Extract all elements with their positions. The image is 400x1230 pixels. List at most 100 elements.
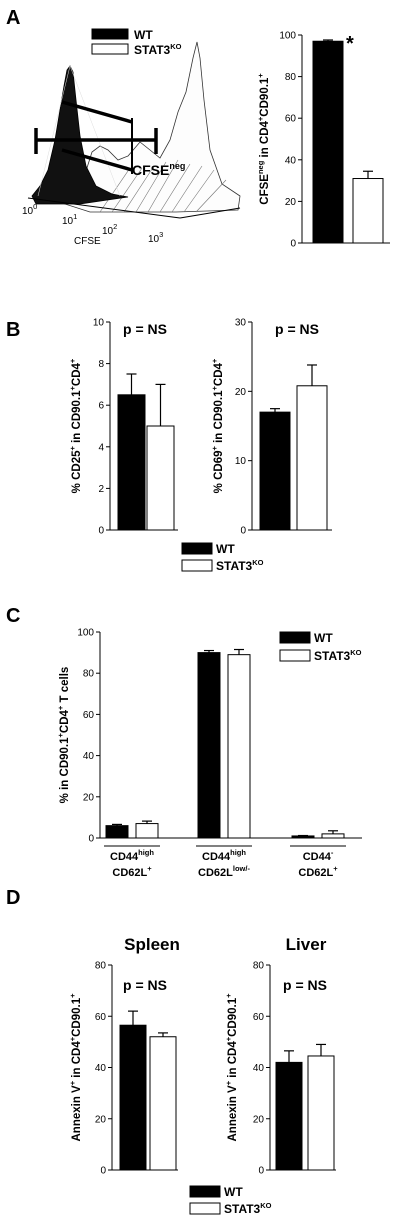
histogram-xtick-1: 101 [62,212,77,227]
y-tick-label: 20 [253,1114,265,1125]
legend-c-ko-swatch [279,649,311,662]
chart-d-spleen: 0 20 40 60 80 Annexin V+ in CD4+CD90.1+ p = NS… [68,935,180,1177]
chart-c: 020406080100CD44highCD62L+CD44highCD62Ll… [56,628,362,879]
histogram-legend-wt-label: WT [134,28,153,42]
bar-stat3ko [321,833,345,839]
y-tick-label: 0 [88,834,94,845]
bar-wt [259,411,291,531]
histogram-xtick-3: 103 [148,230,163,245]
cfse-histogram: CFSEneg 100 101 102 103 CFSE WT STAT3KO [22,28,241,247]
histogram-xtick-2: 102 [102,222,117,237]
legend-d-ko-label: STAT3KO [224,1201,272,1216]
histogram-ko-trace [39,41,241,213]
y-tick-label: 40 [95,1063,107,1074]
bar-wt [291,835,315,839]
chart-a: 0 20 40 60 80 100 CFSEneg in CD4+CD90.1+ * [256,31,390,250]
legend-d-wt-label: WT [224,1185,243,1199]
y-tick-label: 0 [100,1166,106,1177]
legend-b-ko-label: STAT3KO [216,558,264,573]
histogram-xlabel: CFSE [74,236,101,247]
y-tick-label: 0 [290,239,296,250]
y-tick-label: 20 [83,792,95,803]
y-tick-label: 20 [285,197,297,208]
y-tick-label: 0 [258,1166,264,1177]
bar-wt [275,1061,303,1171]
panel-label-a: A [6,7,20,29]
y-tick-label: 8 [98,359,104,370]
legend-c: WT STAT3KO [279,631,362,663]
histogram-legend-ko-label: STAT3KO [134,42,182,57]
histogram-legend-ko-swatch [91,43,129,55]
y-tick-label: 60 [95,1012,107,1023]
chart-d-liver: 0 20 40 60 80 Annexin V+ in CD4+CD90.1+ p = NS… [224,935,336,1177]
y-tick-label: 80 [83,669,95,680]
legend-b: WT STAT3KO [181,542,264,573]
cfse-neg-gate [34,100,158,174]
y-tick-label: 6 [98,401,104,412]
histogram-xtick-0: 100 [22,202,37,217]
y-tick-label: 0 [98,526,104,537]
y-tick-label: 80 [253,961,265,972]
legend-b-wt-swatch [181,542,213,555]
legend-b-wt-label: WT [216,542,235,556]
category-label-line1: CD44- [303,848,334,863]
bar-wt [119,1024,147,1171]
y-tick-label: 80 [95,961,107,972]
panel-label-b: B [6,319,20,341]
category-label-line2: CD62L+ [112,864,152,879]
y-tick-label: 10 [235,456,247,467]
p-value-label: p = NS [283,977,327,993]
legend-d-ko-swatch [189,1202,221,1215]
bar-wt [312,40,344,244]
category-label-line2: CD62L+ [298,864,338,879]
y-tick-label: 40 [83,751,95,762]
category-label-line1: CD44high [110,848,154,863]
panel-label-d: D [6,887,20,909]
y-tick-label: 30 [235,318,247,329]
legend-c-wt-label: WT [314,631,333,645]
panel-label-c: C [6,605,20,627]
y-tick-label: 20 [235,387,247,398]
legend-c-wt-swatch [279,631,311,644]
p-value-label: p = NS [123,321,167,337]
p-value-label: p = NS [275,321,319,337]
y-tick-label: 4 [98,442,104,453]
y-tick-label: 60 [253,1012,265,1023]
category-label-line1: CD44high [202,848,246,863]
y-tick-label: 100 [279,31,296,42]
y-tick-label: 100 [77,628,94,639]
histogram-baseline [27,197,181,219]
y-tick-label: 40 [253,1063,265,1074]
chart-b-cd69: 0 10 20 30 % CD69+ in CD90.1+CD4+ p = NS [210,318,332,537]
bar-stat3ko [296,385,328,531]
bar-stat3ko [352,178,384,244]
legend-d: WT STAT3KO [189,1185,272,1216]
histogram-hatching [99,159,227,213]
y-axis-label: % CD25+ in CD90.1+CD4+ [68,358,83,493]
histogram-legend-wt-swatch [91,28,129,40]
y-axis-label: Annexin V+ in CD4+CD90.1+ [224,993,239,1142]
bar-stat3ko [135,823,159,839]
chart-title: Liver [286,935,327,954]
y-tick-label: 60 [285,114,297,125]
y-tick-label: 10 [93,318,105,329]
y-axis-label: % CD69+ in CD90.1+CD4+ [210,358,225,493]
y-tick-label: 0 [240,526,246,537]
y-tick-label: 20 [95,1114,107,1125]
chart-b-cd25: 0 2 4 6 8 10 % CD25+ in CD90.1+CD4+ p = NS [68,318,178,537]
y-axis-label: CFSEneg in CD4+CD90.1+ [256,73,271,205]
category-label-line2: CD62Llow/- [198,864,250,879]
bar-wt [197,652,221,839]
bar-wt [117,394,146,531]
bar-stat3ko [146,425,175,531]
p-value-label: p = NS [123,977,167,993]
y-tick-label: 40 [285,155,297,166]
y-axis-label: Annexin V+ in CD4+CD90.1+ [68,993,83,1142]
y-tick-label: 80 [285,72,297,83]
y-tick-label: 60 [83,710,95,721]
histogram-wt-trace [31,65,129,205]
bar-stat3ko [307,1055,335,1171]
legend-c-ko-label: STAT3KO [314,648,362,663]
y-tick-label: 2 [98,484,104,495]
